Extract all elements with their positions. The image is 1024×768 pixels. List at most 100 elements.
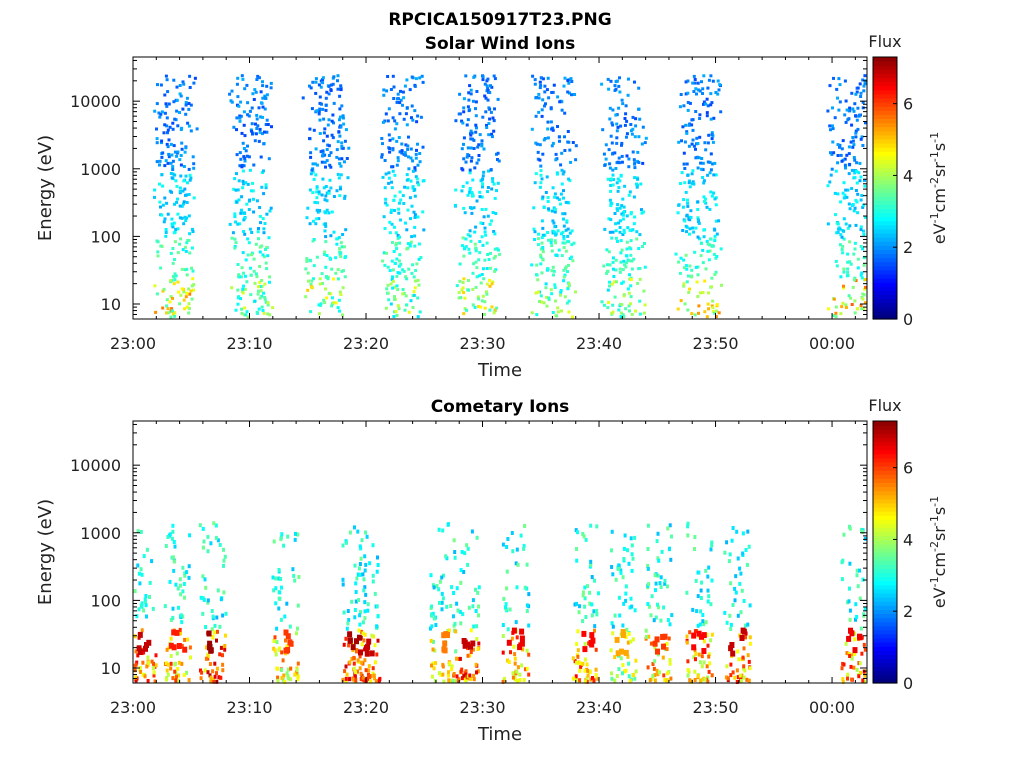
heatmap-cell [839,312,843,316]
heatmap-cell [695,92,698,96]
heatmap-cell [353,563,357,568]
heatmap-cell [488,222,492,226]
heatmap-cell [649,613,653,618]
heatmap-cell [860,194,864,197]
heatmap-cell [417,183,421,187]
heatmap-cell [492,311,496,315]
heatmap-cell [639,182,643,186]
heatmap-cell [624,584,628,589]
heatmap-cell [371,579,375,584]
heatmap-cell [442,573,445,578]
heatmap-cell [646,547,650,551]
heatmap-cell [859,245,863,248]
heatmap-cell [185,241,189,245]
heatmap-cell [841,251,845,255]
colorbar-swatch [873,433,897,438]
heatmap-cell [492,119,496,123]
heatmap-cell [398,101,402,105]
heatmap-cell [583,596,587,601]
heatmap-cell [235,153,239,157]
heatmap-cell [696,166,700,170]
heatmap-cell [617,84,621,88]
heatmap-cell [391,241,394,244]
heatmap-cell [483,306,487,310]
heatmap-cell [287,676,291,681]
heatmap-cell [855,161,859,165]
heatmap-cell [188,74,192,78]
heatmap-cell [559,192,563,196]
heatmap-cell [163,164,167,168]
heatmap-cell [320,102,323,106]
heatmap-cell [469,676,473,681]
heatmap-cell [440,591,444,596]
heatmap-cell [146,679,150,683]
heatmap-cell [562,84,566,88]
heatmap-cell [363,658,367,663]
heatmap-cell [547,296,551,300]
heatmap-cell [709,152,713,156]
heatmap-cell [259,90,263,94]
heatmap-cell [860,651,864,656]
colorbar-swatch [873,429,897,434]
heatmap-cell [396,159,400,163]
heatmap-cell [519,533,523,538]
heatmap-cell [474,246,478,250]
heatmap-cell [308,188,312,192]
colorbar-swatch [873,97,897,103]
heatmap-cell [491,211,495,214]
heatmap-cell [389,88,393,91]
heatmap-cell [583,585,587,590]
heatmap-cell [169,279,172,283]
heatmap-cell [554,158,558,162]
heatmap-cell [674,252,678,256]
heatmap-cell [416,215,420,219]
heatmap-cell [631,150,635,154]
heatmap-cell [271,306,275,310]
heatmap-cell [417,242,421,246]
heatmap-cell [340,141,344,145]
heatmap-cell [262,311,266,315]
heatmap-cell [134,662,138,667]
heatmap-cell [473,242,477,246]
heatmap-cell [842,662,846,667]
heatmap-cell [328,163,332,167]
heatmap-cell [713,273,717,276]
heatmap-cell [701,248,705,252]
heatmap-cell [849,664,853,669]
heatmap-cell [691,118,695,122]
heatmap-cell [682,151,686,155]
heatmap-cell [852,665,856,670]
unit-base: cm [930,188,949,212]
heatmap-cell [186,238,190,242]
heatmap-cell [454,119,458,123]
heatmap-cell [620,303,624,307]
heatmap-cell [535,263,539,267]
heatmap-cell [325,254,329,257]
heatmap-cell [465,543,469,548]
heatmap-cell [496,97,500,101]
heatmap-cell [511,671,515,676]
heatmap-cell [682,266,686,270]
heatmap-cell [327,144,331,148]
heatmap-cell [469,137,473,141]
heatmap-cell [634,309,637,313]
heatmap-cell [856,584,860,589]
heatmap-cell [398,190,402,194]
heatmap-cell [466,562,470,567]
heatmap-cell [233,215,237,219]
heatmap-cell [713,161,717,165]
heatmap-cell [566,79,570,83]
heatmap-cell [324,275,328,278]
heatmap-cell [187,124,191,128]
heatmap-cell [199,595,203,600]
heatmap-cell [418,76,422,80]
heatmap-cell [482,267,485,271]
heatmap-cell [182,673,186,677]
heatmap-cell [480,195,484,199]
heatmap-cell [525,648,529,653]
colorbar-label: Flux [868,396,901,415]
heatmap-cell [485,79,489,83]
heatmap-cell [582,646,588,653]
heatmap-cell [410,75,414,79]
heatmap-cell [282,543,286,548]
